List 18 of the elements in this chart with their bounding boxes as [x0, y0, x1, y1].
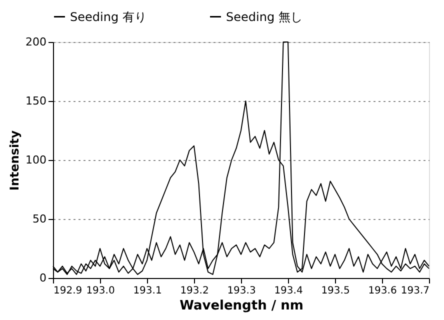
x-tick-label: 193.5 — [321, 286, 350, 296]
y-tick-label: 150 — [26, 94, 46, 108]
y-tick-label: 100 — [26, 154, 46, 166]
x-tick-label: 193.2 — [180, 286, 209, 296]
y-tick-label: 50 — [32, 212, 46, 226]
y-tick-label: 200 — [26, 36, 46, 48]
x-tick-label: 192.9 — [54, 286, 82, 296]
y-axis-title: Intensity — [8, 130, 22, 191]
legend-label: Seeding 有り — [70, 10, 146, 24]
x-tick-label: 193.6 — [368, 286, 397, 296]
x-tick-label: 193.4 — [274, 286, 303, 296]
x-axis-title: Wavelength / nm — [180, 298, 304, 314]
x-tick-label: 193.0 — [86, 286, 115, 296]
y-tick-label: 0 — [40, 272, 46, 284]
x-tick-label: 193.1 — [133, 286, 162, 296]
x-tick-label: 193.7 — [400, 286, 430, 296]
legend-label: Seeding 無し — [226, 10, 302, 24]
x-tick-label: 193.3 — [227, 286, 256, 296]
